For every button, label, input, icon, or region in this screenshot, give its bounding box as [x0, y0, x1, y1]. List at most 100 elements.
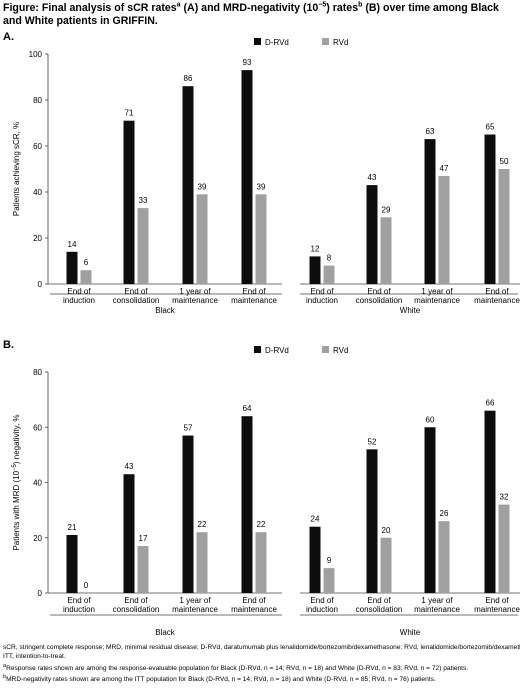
panel-a-y-tick-label: 100	[29, 50, 43, 59]
panel-b-bar-value-label: 60	[426, 415, 435, 424]
panel-b-legend-label-rvd: RVd	[333, 346, 348, 355]
figure-title: Figure: Final analysis of sCR ratesa (A)…	[3, 1, 499, 27]
panel-a-bar-black-drvd-1	[66, 251, 78, 284]
panel-a-bar-value-label: 39	[198, 182, 207, 191]
panel-a-category-label: 1 year of	[421, 287, 453, 296]
panel-a-bar-white-drvd-2	[366, 185, 378, 284]
panel-a-y-tick-label: 60	[33, 142, 42, 151]
panel-b-category-label: maintenance	[414, 605, 460, 614]
panel-b-category-label: End of	[242, 596, 266, 605]
panel-a-label: A.	[3, 31, 14, 43]
panel-a-y-tick-label: 0	[38, 280, 43, 289]
panel-a-bar-white-rvd-4	[498, 169, 510, 284]
panel-b-category-label: induction	[63, 605, 95, 614]
panel-b-category-label: consolidation	[356, 605, 403, 614]
panel-a-bar-value-label: 8	[327, 254, 332, 263]
panel-b-legend-label-drvd: D-RVd	[265, 346, 289, 355]
panel-b-bar-white-drvd-1	[309, 526, 321, 593]
panel-a-category-label: End of	[67, 287, 91, 296]
panel-b-bar-value-label: 32	[500, 493, 509, 502]
panel-a-bar-value-label: 6	[84, 258, 89, 267]
panel-a-bar-white-drvd-3	[424, 139, 436, 284]
panel-a-group-label-black: Black	[155, 306, 176, 315]
panel-a-bar-white-drvd-1	[309, 256, 321, 284]
panel-b-bar-black-rvd-3	[196, 532, 208, 593]
panel-a-category-label: End of	[367, 287, 391, 296]
panel-b-bar-white-rvd-4	[498, 504, 510, 593]
panel-a-bar-value-label: 43	[368, 173, 377, 182]
panel-a-bar-black-drvd-4	[241, 70, 253, 284]
panel-b-bar-white-drvd-4	[484, 410, 496, 593]
panel-a-bar-black-rvd-1	[80, 270, 92, 284]
panel-b-category-label: 1 year of	[421, 596, 453, 605]
panel-a-bar-value-label: 86	[184, 74, 193, 83]
footnote-a: aResponse rates shown are among the resp…	[3, 662, 469, 672]
panel-a-bar-value-label: 71	[125, 109, 134, 118]
panel-b-bar-value-label: 43	[125, 462, 134, 471]
panel-a-category-label: maintenance	[172, 296, 218, 305]
panel-a-bar-value-label: 50	[500, 157, 509, 166]
panel-a-bar-black-drvd-3	[182, 86, 194, 284]
panel-b-y-tick-label: 60	[33, 423, 42, 432]
panel-b-y-tick-label: 80	[33, 368, 42, 377]
panel-b-bar-value-label: 24	[311, 515, 320, 524]
panel-a-legend-label-drvd: D-RVd	[265, 38, 289, 47]
panel-b-y-tick-label: 40	[33, 479, 42, 488]
panel-b-bar-value-label: 0	[84, 581, 89, 590]
panel-b-category-label: maintenance	[172, 605, 218, 614]
panel-a-legend-swatch-rvd	[322, 38, 329, 45]
panel-b-bar-value-label: 66	[486, 399, 495, 408]
panel-b-bar-value-label: 21	[68, 523, 77, 532]
panel-b-bar-black-drvd-2	[123, 474, 135, 593]
panel-b-bar-value-label: 52	[368, 437, 377, 446]
panel-b-y-axis-label: Patients with MRD (10−5) negativity, %	[12, 414, 21, 550]
panel-a-legend-swatch-drvd	[254, 38, 261, 45]
panel-a-bar-value-label: 47	[440, 164, 449, 173]
panel-a-category-label: End of	[242, 287, 266, 296]
panel-a-bar-value-label: 33	[139, 196, 148, 205]
panel-a-bar-value-label: 29	[382, 205, 391, 214]
panel-a-chart: A. D-RVd RVd 0 20 40 60 80 100 Patients achieving…	[3, 31, 520, 315]
panel-a-bar-white-drvd-4	[484, 134, 496, 284]
panel-a-bar-black-drvd-2	[123, 120, 135, 284]
panel-a-category-label: 1 year of	[179, 287, 211, 296]
panel-b-legend-swatch-rvd	[322, 346, 329, 353]
panel-a-bar-value-label: 93	[243, 58, 252, 67]
footnote-b: bMRD-negativity rates shown are among th…	[3, 674, 436, 684]
panel-a-y-tick-label: 80	[33, 96, 42, 105]
panel-b-category-label: consolidation	[113, 605, 160, 614]
panel-b-category-label: maintenance	[474, 605, 520, 614]
panel-b-category-label: End of	[310, 596, 334, 605]
panel-a-y-axis-label: Patients achieving sCR, %	[12, 122, 21, 216]
panel-a-bar-black-rvd-2	[137, 208, 149, 284]
footnote-abbreviations: sCR, stringent complete response; MRD, m…	[3, 644, 520, 651]
panel-a-category-label: maintenance	[414, 296, 460, 305]
panel-b-legend-swatch-drvd	[254, 346, 261, 353]
panel-b-bar-white-rvd-2	[380, 537, 392, 593]
panel-b-category-label: maintenance	[231, 605, 277, 614]
panel-b-bar-value-label: 26	[440, 509, 449, 518]
panel-b-category-label: 1 year of	[179, 596, 211, 605]
footnote-abbreviations-cont: ITT, intention-to-treat.	[3, 653, 66, 661]
panel-b-bar-value-label: 9	[327, 556, 332, 565]
panel-a-bar-value-label: 65	[486, 123, 495, 132]
panel-a-bar-value-label: 12	[311, 244, 320, 253]
panel-a-bar-white-rvd-2	[380, 217, 392, 284]
panel-a-group-label-white: White	[400, 306, 421, 315]
panel-b-bar-value-label: 22	[257, 520, 266, 529]
panel-b-bar-value-label: 57	[184, 424, 193, 433]
panel-b-group-label-black: Black	[155, 628, 176, 637]
panel-b-bar-value-label: 64	[243, 404, 252, 413]
panel-b-label: B.	[3, 339, 14, 351]
panel-b-group-label-white: White	[400, 628, 421, 637]
panel-b-bar-white-drvd-2	[366, 449, 378, 593]
panel-b-y-tick-label: 20	[33, 534, 42, 543]
panel-b-bar-black-drvd-3	[182, 435, 194, 593]
panel-b-bar-value-label: 20	[382, 526, 391, 535]
panel-a-category-label: maintenance	[231, 296, 277, 305]
panel-a-bar-white-rvd-1	[323, 265, 335, 284]
panel-a-bar-value-label: 39	[257, 182, 266, 191]
panel-a-bar-black-rvd-3	[196, 194, 208, 284]
panel-b-category-label: End of	[124, 596, 148, 605]
panel-b-category-label: induction	[306, 605, 338, 614]
